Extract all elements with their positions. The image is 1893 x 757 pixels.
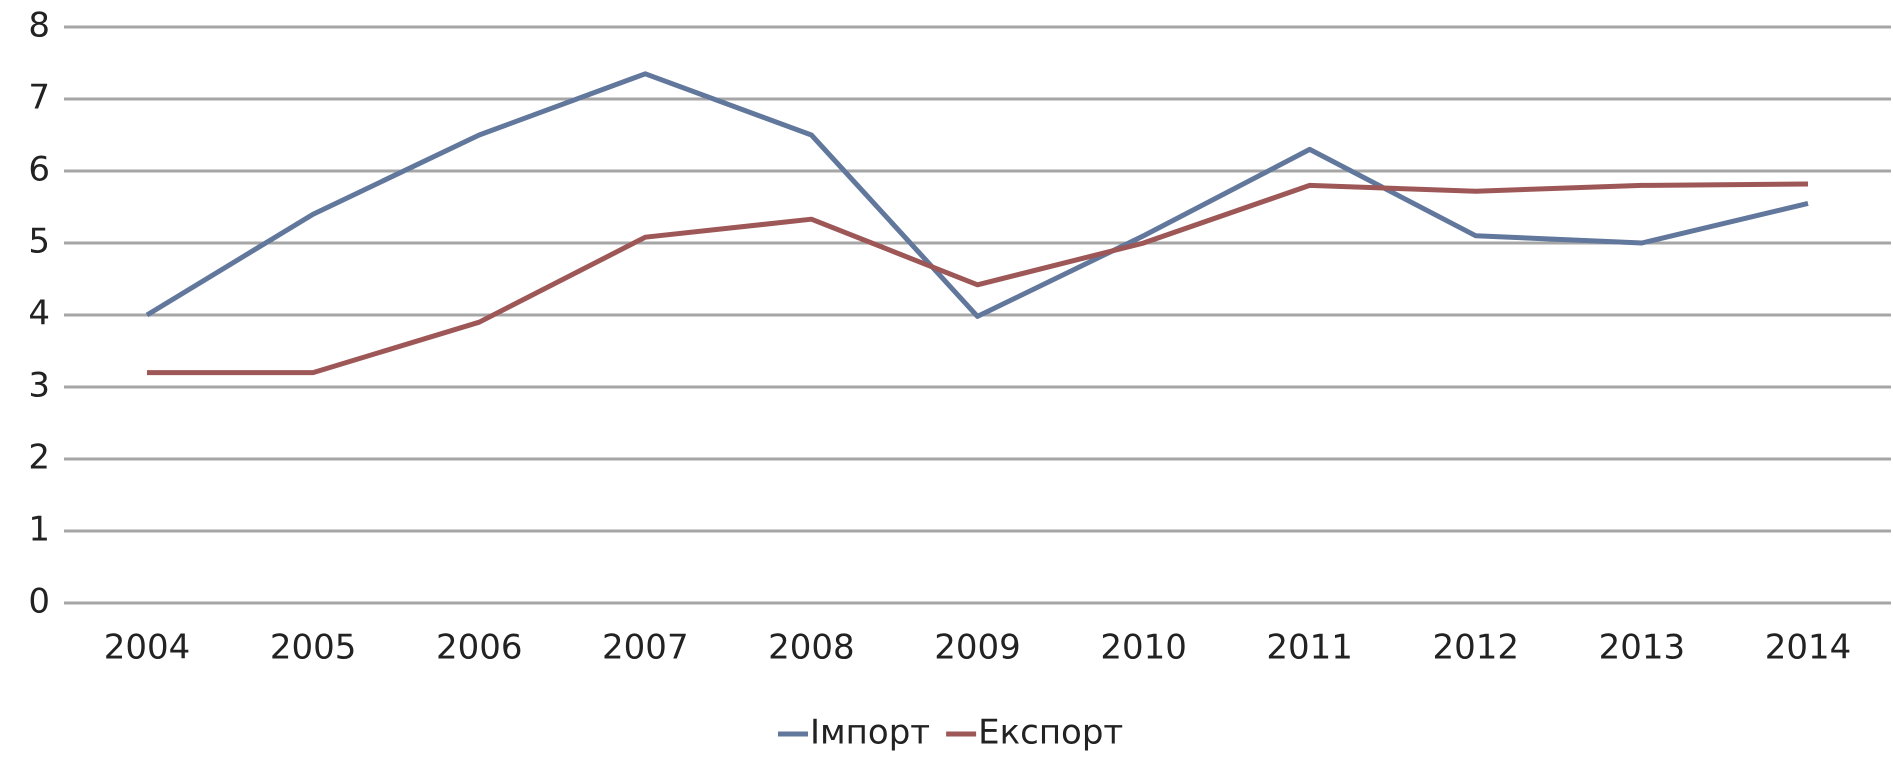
x-tick-label: 2007 xyxy=(602,628,689,668)
x-tick-label: 2008 xyxy=(768,628,855,668)
x-tick-label: 2004 xyxy=(104,628,191,668)
x-tick-label: 2014 xyxy=(1765,628,1852,668)
y-tick-label: 4 xyxy=(28,294,50,334)
x-tick-label: 2006 xyxy=(436,628,523,668)
x-tick-label: 2011 xyxy=(1266,628,1353,668)
y-tick-label: 8 xyxy=(28,6,50,46)
y-tick-label: 5 xyxy=(28,222,50,262)
legend-label: Імпорт xyxy=(810,713,930,753)
x-tick-label: 2005 xyxy=(270,628,357,668)
y-tick-label: 2 xyxy=(28,438,50,478)
x-tick-label: 2013 xyxy=(1599,628,1686,668)
y-tick-label: 3 xyxy=(28,366,50,406)
legend-label: Експорт xyxy=(978,713,1123,753)
series-line xyxy=(145,71,1809,319)
x-tick-label: 2009 xyxy=(934,628,1021,668)
y-tick-label: 7 xyxy=(28,78,50,118)
x-tick-label: 2010 xyxy=(1100,628,1187,668)
y-tick-label: 0 xyxy=(28,582,50,622)
x-tick-label: 2012 xyxy=(1433,628,1520,668)
y-tick-label: 6 xyxy=(28,150,50,190)
y-tick-label: 1 xyxy=(28,510,50,550)
series-line xyxy=(147,181,1809,376)
